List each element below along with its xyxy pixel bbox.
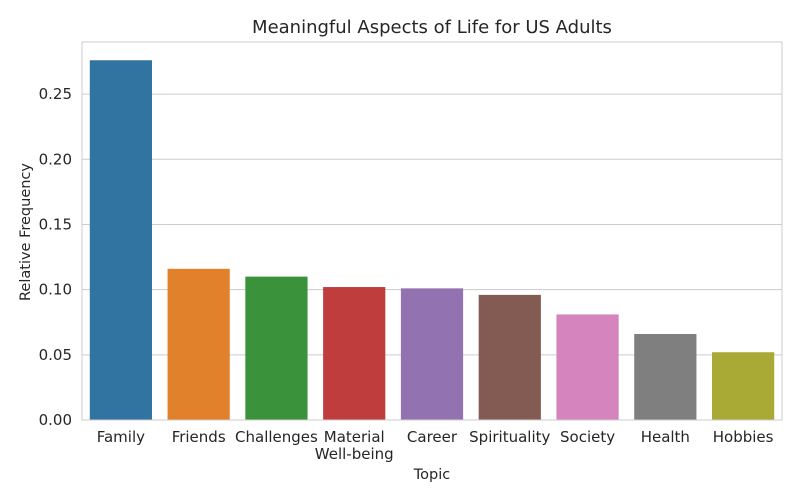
x-tick-label-line: Friends [172, 428, 226, 446]
x-tick-label-line: Material [324, 428, 385, 446]
bar [478, 294, 541, 420]
x-tick-label: Health [641, 428, 690, 446]
x-tick-label-line: Challenges [235, 428, 318, 446]
y-tick-label: 0.05 [39, 346, 72, 364]
x-tick-label-line: Spirituality [469, 428, 550, 446]
bar [167, 268, 230, 420]
y-tick-label: 0.20 [39, 150, 72, 168]
x-tick-label-line: Family [97, 428, 145, 446]
x-tick-label-line: Well-being [315, 445, 394, 463]
x-tick-label: Family [97, 428, 145, 446]
x-tick-label: Friends [172, 428, 226, 446]
y-tick-label: 0.00 [39, 411, 72, 429]
bar [245, 276, 308, 420]
x-tick-label: Material Well-being [315, 428, 394, 463]
x-tick-label: Spirituality [469, 428, 550, 446]
x-tick-label-line: Society [560, 428, 615, 446]
bar [323, 287, 386, 420]
x-axis-label: Topic [413, 467, 450, 483]
x-tick-label: Society [560, 428, 615, 446]
y-axis-label: Relative Frequency [18, 163, 34, 301]
bar [712, 352, 775, 420]
x-tick-labels: Family Friends Challenges Material Well-bein… [97, 428, 774, 463]
x-tick-label: Career [407, 428, 458, 446]
x-tick-label: Hobbies [713, 428, 774, 446]
bars [89, 60, 775, 420]
y-tick-label: 0.15 [39, 215, 72, 233]
y-tick-label: 0.25 [39, 85, 72, 103]
y-tick-labels: 0.00 0.05 0.10 0.15 0.20 0.25 [39, 85, 72, 429]
x-tick-label-line: Career [407, 428, 458, 446]
plot-frame [81, 41, 783, 421]
x-tick-label-line: Hobbies [713, 428, 774, 446]
bar [89, 60, 152, 420]
x-tick-label: Challenges [235, 428, 318, 446]
bar [400, 288, 464, 420]
chart-title: Meaningful Aspects of Life for US Adults [252, 17, 612, 38]
y-tick-label: 0.10 [39, 281, 72, 299]
x-tick-label-line: Health [641, 428, 690, 446]
bar [634, 333, 697, 420]
bar [556, 314, 619, 420]
